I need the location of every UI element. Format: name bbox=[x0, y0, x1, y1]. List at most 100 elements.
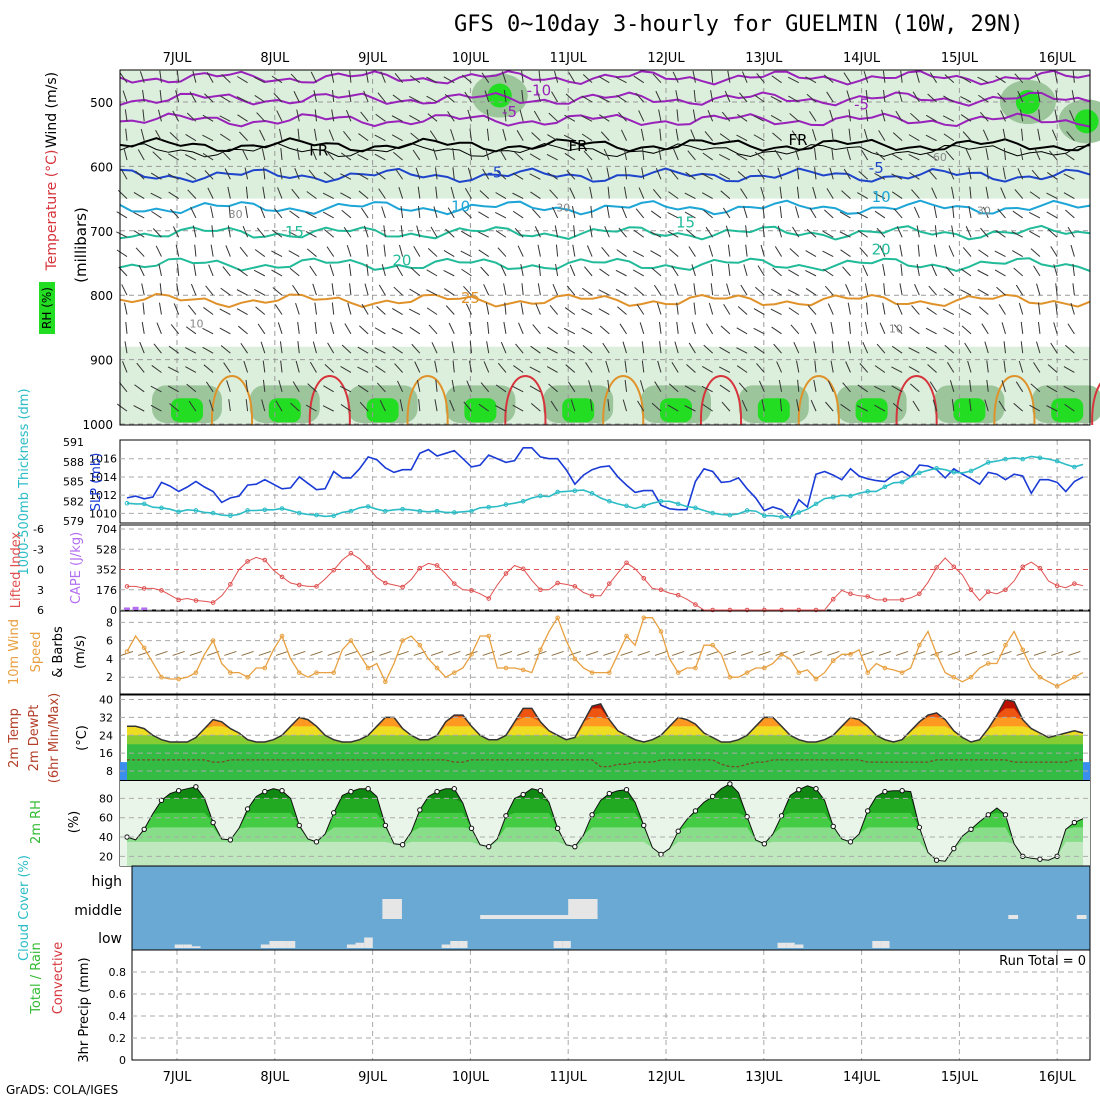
cape-tick-label: 176 bbox=[96, 584, 117, 597]
wind-barb bbox=[410, 132, 421, 142]
thickness-point bbox=[451, 510, 457, 515]
wind-barb bbox=[1029, 211, 1041, 219]
lifted-index-point bbox=[762, 607, 767, 613]
wind-barb bbox=[650, 250, 662, 257]
wind-barb bbox=[312, 283, 317, 296]
wind-barb bbox=[839, 211, 851, 219]
wind-barb bbox=[450, 129, 455, 141]
surface-wind-barb bbox=[740, 650, 754, 656]
wind-barb bbox=[254, 249, 266, 257]
wind-speed-point bbox=[658, 629, 664, 634]
wind-barb bbox=[358, 133, 369, 142]
wind-barb bbox=[529, 173, 541, 180]
wind-barb bbox=[463, 285, 472, 296]
rh2m-point bbox=[158, 797, 165, 804]
surface-wind-barb bbox=[534, 650, 547, 656]
cloud-low-bar bbox=[364, 937, 373, 948]
rh2m-point bbox=[382, 822, 389, 829]
lifted-index-point bbox=[555, 580, 560, 586]
wind-barb bbox=[167, 173, 179, 180]
wind-barb bbox=[309, 265, 317, 277]
wind-barb bbox=[945, 266, 955, 277]
wind-barb bbox=[393, 286, 403, 296]
dewpoint-line bbox=[127, 759, 1083, 768]
surface-wind-barb bbox=[224, 650, 237, 656]
thickness-point bbox=[141, 501, 147, 507]
wind-barb bbox=[848, 128, 851, 141]
surface-wind-barb bbox=[723, 650, 737, 656]
temp-line bbox=[127, 698, 1084, 743]
wind-barb bbox=[274, 208, 283, 219]
rh2m-point bbox=[348, 788, 354, 795]
pressure-tick-label: 900 bbox=[90, 354, 113, 368]
thickness-point bbox=[917, 470, 922, 476]
thickness-point bbox=[985, 460, 991, 465]
date-label-top: 11JUL bbox=[550, 51, 588, 66]
wind-barb bbox=[322, 192, 334, 200]
wind-barb bbox=[1034, 148, 1041, 161]
thickness-point bbox=[538, 493, 543, 499]
wind-barb bbox=[727, 70, 731, 83]
wind-barb bbox=[564, 152, 576, 161]
wind-barb bbox=[1063, 385, 1075, 393]
wind-speed-point bbox=[451, 670, 457, 675]
lifted-index-tick-label: 0 bbox=[37, 564, 44, 577]
wind-barb bbox=[418, 399, 421, 412]
wind-barb bbox=[842, 382, 851, 393]
surface-wind-barb bbox=[637, 650, 650, 656]
wind-barb bbox=[184, 154, 197, 161]
slp-line bbox=[126, 447, 1084, 520]
wind-barb bbox=[882, 70, 886, 83]
rh2m-point bbox=[210, 819, 216, 826]
wind-speed-point bbox=[813, 676, 819, 682]
wind-barb bbox=[193, 263, 197, 276]
wind-barb bbox=[480, 382, 490, 393]
surface-wind-barb bbox=[620, 650, 633, 656]
wind-barb bbox=[794, 148, 800, 161]
wind-barb bbox=[1037, 321, 1041, 334]
wind-speed-point bbox=[693, 665, 698, 671]
wind-barb bbox=[1037, 128, 1041, 141]
wind-barb bbox=[997, 92, 1006, 103]
wind-barb bbox=[409, 288, 421, 296]
wind-barb bbox=[467, 109, 472, 122]
wind-barb bbox=[289, 210, 300, 219]
wind-barb bbox=[172, 110, 180, 122]
surface-wind-barb bbox=[310, 650, 323, 656]
lifted-index-point bbox=[538, 587, 543, 593]
wind-barb bbox=[344, 323, 352, 335]
wind-barb bbox=[521, 90, 524, 103]
cloud-axis-label: Cloud Cover (%) bbox=[17, 855, 32, 961]
wind-barb bbox=[139, 341, 145, 354]
wind-barb bbox=[495, 192, 507, 200]
wind-barb bbox=[899, 283, 903, 296]
date-label-bottom: 10JUL bbox=[452, 1070, 490, 1085]
wind-barb bbox=[1070, 244, 1075, 257]
wind-barb bbox=[416, 379, 421, 392]
wind-barb bbox=[845, 361, 851, 373]
wind-barb bbox=[637, 400, 645, 412]
wind-barb bbox=[705, 323, 714, 335]
wind-barb bbox=[998, 400, 1006, 412]
wind-barb bbox=[117, 403, 128, 412]
wind-barb bbox=[805, 288, 817, 296]
wind-barb bbox=[760, 186, 765, 199]
wind-barb bbox=[520, 302, 524, 315]
wind-barb bbox=[237, 268, 248, 277]
contour-label: -5 bbox=[487, 163, 502, 181]
lifted-index-point bbox=[348, 551, 354, 556]
wind-barb bbox=[702, 152, 713, 161]
wind-speed-line bbox=[126, 616, 1084, 688]
thickness-point bbox=[279, 506, 285, 511]
wind-barb bbox=[693, 90, 696, 103]
cloud-low-bar bbox=[269, 941, 279, 948]
rh2m-point bbox=[313, 839, 320, 845]
wind-barb bbox=[779, 186, 783, 199]
date-label-bottom: 16JUL bbox=[1039, 1070, 1077, 1085]
wind-barb bbox=[813, 341, 817, 354]
cape-tick-label: 704 bbox=[96, 523, 117, 536]
wind-barb bbox=[925, 327, 937, 335]
wind-barb bbox=[262, 360, 266, 373]
wind-barb bbox=[529, 153, 541, 161]
cloud-panel bbox=[131, 865, 1091, 951]
